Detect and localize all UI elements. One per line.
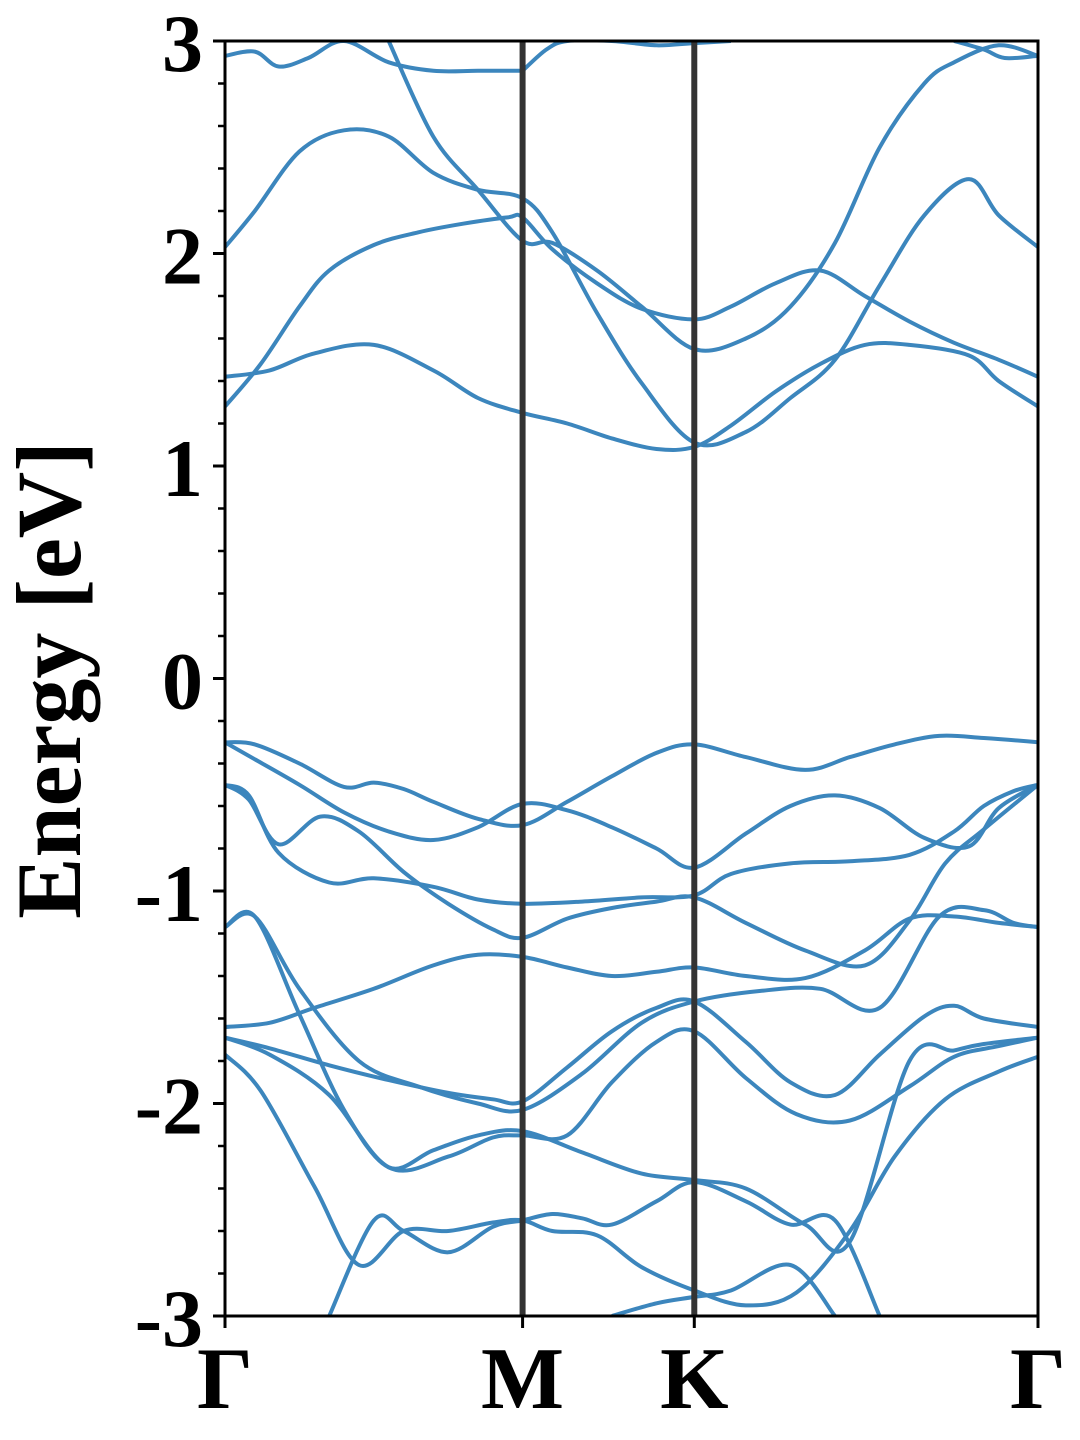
high-symmetry-lines [519,41,698,1316]
band-line-3 [225,782,1038,906]
band-line-1 [225,733,1038,828]
band-line-16 [386,41,1038,353]
y-tick-label: 2 [162,211,203,302]
y-tick-label: -1 [135,848,203,939]
band-line-11 [327,1180,882,1316]
band-line-12 [611,1262,837,1316]
band-line-9 [225,1027,1038,1173]
y-axis-label: Energy [eV] [0,441,100,919]
band-curves [225,41,1038,1316]
y-tick-label: -2 [135,1061,203,1152]
band-line-18 [521,41,732,73]
band-line-19 [953,41,1038,61]
band-line-7 [225,913,1038,1029]
y-tick-label: 3 [162,0,203,89]
kpoint-label: Γ [197,1331,253,1428]
kpoint-label: K [660,1331,728,1428]
kpoint-label: Γ [1010,1331,1066,1428]
band-line-10 [225,1053,1038,1308]
band-line-6 [225,909,1038,1254]
band-line-13 [225,212,1038,408]
plot-frame [223,39,1040,1318]
band-line-14 [225,341,1038,452]
band-line-17 [225,41,523,74]
y-tick-label: 0 [162,636,203,727]
band-line-8 [225,997,1038,1106]
y-tick-label: 1 [162,423,203,514]
band-line-2 [225,740,1038,870]
kpoint-label: M [481,1331,564,1428]
y-tick-label: -3 [135,1273,203,1364]
band-line-4 [225,783,1038,969]
y-axis: -3 -2 -1 0 1 2 3 [135,0,225,1364]
band-line-15 [225,127,1038,448]
